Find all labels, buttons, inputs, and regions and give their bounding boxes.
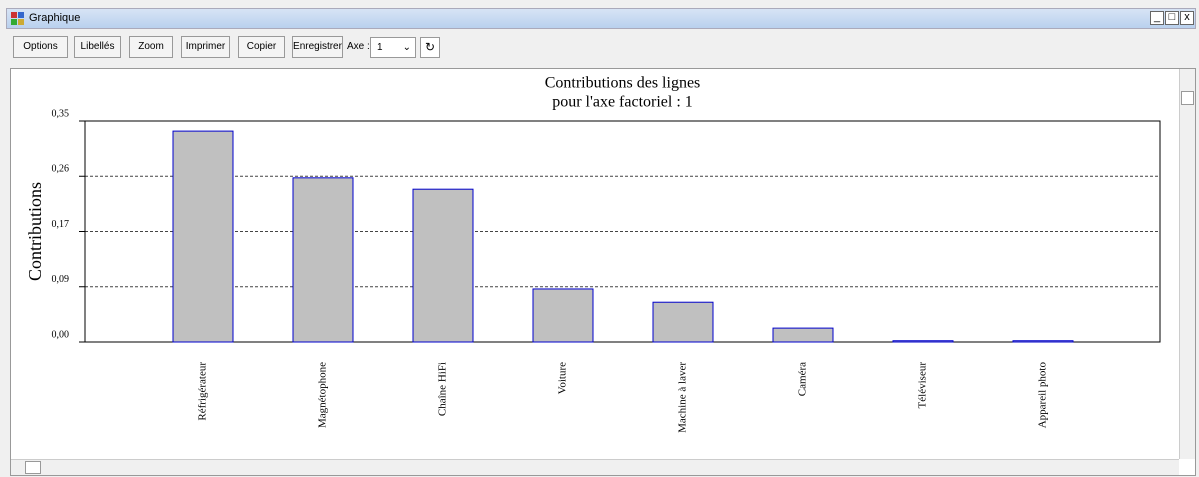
app-icon — [11, 12, 24, 25]
refresh-button[interactable]: ↻ — [420, 37, 440, 58]
x-tick-label: Chaîne HiFi — [437, 362, 449, 416]
dropdown-arrow: ⌄ — [402, 42, 411, 53]
y-tick-label: 0,00 — [52, 329, 70, 340]
chart-panel: Contributions des lignes pour l'axe facto… — [10, 68, 1196, 476]
horizontal-scrollbar[interactable] — [11, 459, 1179, 475]
axis-label: Axe : — [347, 41, 370, 52]
bar — [412, 188, 474, 343]
button[interactable]: Copier — [238, 36, 285, 58]
x-tick-label: Appareil photo — [1037, 362, 1049, 429]
maximize[interactable]: □ — [1165, 11, 1179, 25]
button[interactable]: Enregistrer — [292, 36, 343, 58]
scroll-thumb[interactable] — [1181, 91, 1194, 105]
bar — [772, 327, 834, 343]
x-tick-label: Voiture — [557, 362, 569, 394]
bar — [172, 130, 234, 343]
bar — [532, 288, 594, 343]
axis-select[interactable]: 1 ⌄ — [370, 37, 416, 58]
window-title: Graphique — [29, 12, 81, 24]
plot-frame — [84, 120, 1161, 343]
x-tick-label: Téléviseur — [917, 362, 929, 409]
x-tick-label: Caméra — [797, 362, 809, 396]
x-tick-label: Machine à laver — [677, 362, 689, 433]
bar — [652, 301, 714, 343]
x-tick-label: Magnétophone — [317, 362, 329, 428]
x-tick-label: Réfrigérateur — [197, 362, 209, 421]
y-axis-label: Contributions — [25, 182, 45, 281]
bar — [1012, 340, 1074, 343]
y-tick-label: 0,26 — [52, 164, 70, 175]
y-tick-label: 0,17 — [52, 219, 70, 230]
minimize[interactable]: _ — [1150, 11, 1164, 25]
button[interactable]: Imprimer — [181, 36, 230, 58]
chart: Contributions des lignes pour l'axe facto… — [25, 75, 1161, 433]
bar — [892, 340, 954, 343]
y-tick-label: 0,35 — [52, 108, 70, 119]
y-tick-label: 0,09 — [52, 274, 70, 285]
chart-title: Contributions des lignes — [545, 75, 701, 92]
button[interactable]: Libellés — [74, 36, 121, 58]
title-bar: Graphique — [6, 8, 1196, 29]
close[interactable]: x — [1180, 11, 1194, 25]
vertical-scrollbar[interactable] — [1179, 69, 1195, 459]
bar — [292, 177, 354, 343]
chart-subtitle: pour l'axe factoriel : 1 — [552, 94, 693, 111]
axis-value: 1 — [377, 42, 383, 53]
button[interactable]: Options — [13, 36, 68, 58]
button[interactable]: Zoom — [129, 36, 173, 58]
scroll-thumb[interactable] — [25, 461, 41, 474]
